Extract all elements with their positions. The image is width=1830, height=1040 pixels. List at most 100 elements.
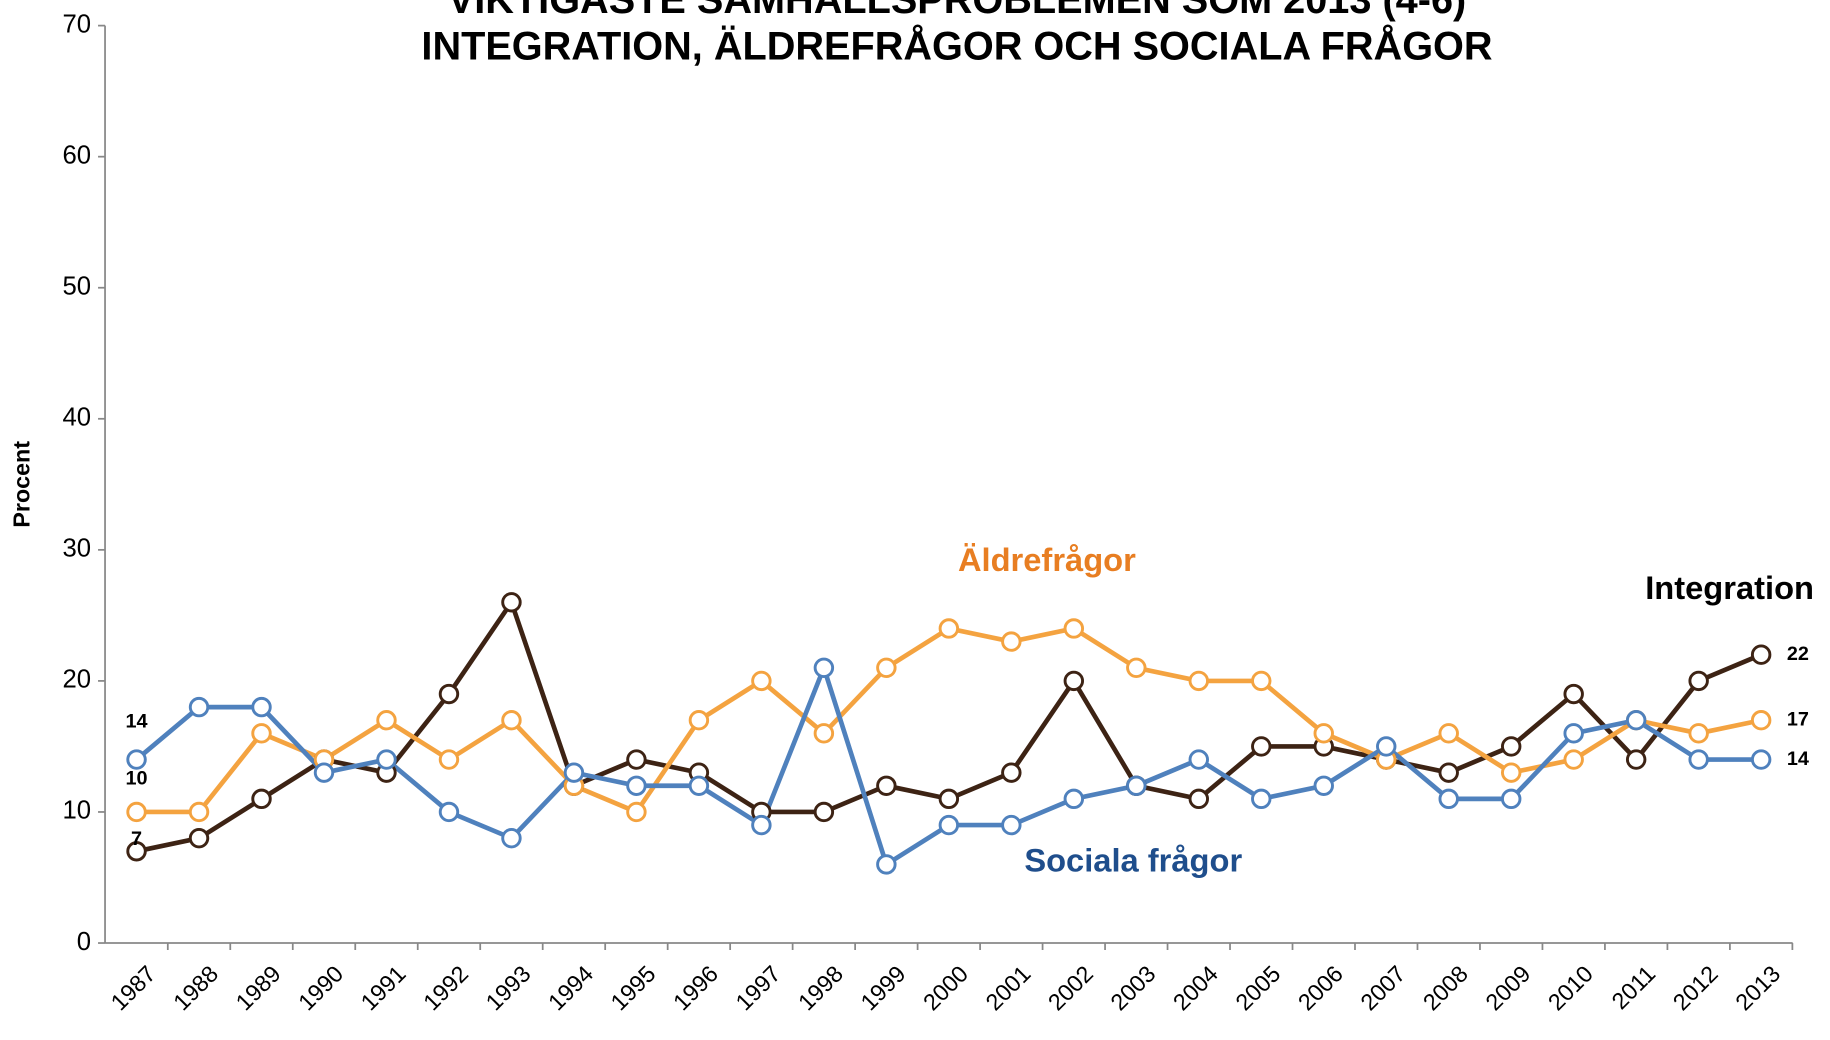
data-point bbox=[501, 827, 522, 849]
data-point bbox=[563, 762, 585, 783]
data-point bbox=[813, 723, 835, 744]
data-point bbox=[1251, 736, 1272, 757]
x-tick-label: 1989 bbox=[231, 960, 286, 1015]
data-point bbox=[1188, 788, 1209, 810]
x-tick-label: 1987 bbox=[106, 960, 161, 1015]
data-point bbox=[626, 775, 647, 796]
data-point bbox=[1063, 670, 1085, 692]
data-point bbox=[188, 827, 210, 849]
data-point bbox=[126, 801, 147, 823]
data-point bbox=[376, 749, 397, 770]
data-point bbox=[751, 670, 772, 692]
data-point bbox=[1001, 762, 1022, 783]
data-point bbox=[1688, 670, 1709, 692]
data-point bbox=[938, 618, 960, 639]
x-tick-label: 1988 bbox=[168, 960, 223, 1015]
data-point bbox=[438, 801, 460, 823]
data-point bbox=[1750, 644, 1772, 665]
x-tick-label: 2005 bbox=[1230, 960, 1285, 1015]
data-point bbox=[1563, 723, 1584, 744]
y-axis-label: Procent bbox=[8, 441, 34, 528]
data-point bbox=[1188, 749, 1209, 770]
data-point bbox=[251, 723, 272, 744]
data-point bbox=[126, 841, 147, 862]
x-tick-label: 1996 bbox=[668, 960, 723, 1015]
x-tick-label: 2009 bbox=[1480, 960, 1535, 1015]
x-tick-label: 1999 bbox=[855, 960, 910, 1015]
data-point bbox=[1500, 762, 1522, 783]
legend-label: Äldrefrågor bbox=[958, 541, 1136, 578]
x-tick-label: 1997 bbox=[731, 960, 786, 1015]
data-point bbox=[1688, 749, 1709, 770]
x-tick-label: 2001 bbox=[980, 960, 1035, 1015]
data-point bbox=[1063, 788, 1085, 810]
data-point bbox=[813, 657, 835, 678]
y-tick-label: 60 bbox=[62, 141, 91, 169]
data-point bbox=[1438, 788, 1459, 810]
data-point bbox=[501, 710, 522, 731]
data-point bbox=[1625, 710, 1647, 731]
data-point bbox=[376, 710, 397, 731]
data-point bbox=[1126, 775, 1147, 796]
x-tick-label: 1994 bbox=[543, 960, 598, 1015]
x-tick-label: 2000 bbox=[918, 960, 973, 1015]
data-point bbox=[938, 814, 960, 836]
data-point bbox=[1500, 736, 1522, 757]
data-point bbox=[438, 683, 460, 705]
data-point bbox=[313, 762, 335, 783]
x-tick-label: 2008 bbox=[1418, 960, 1473, 1015]
y-tick-label: 50 bbox=[62, 273, 91, 301]
x-tick-label: 2003 bbox=[1105, 960, 1160, 1015]
data-point bbox=[938, 788, 960, 810]
data-point bbox=[501, 592, 522, 613]
x-tick-label: 2007 bbox=[1355, 960, 1410, 1015]
data-point bbox=[626, 801, 647, 823]
data-point bbox=[813, 801, 835, 823]
data-point bbox=[1126, 657, 1147, 678]
x-tick-label: 2013 bbox=[1730, 960, 1785, 1015]
data-point bbox=[251, 696, 272, 718]
y-tick-label: 30 bbox=[62, 535, 91, 563]
data-label: 14 bbox=[1787, 748, 1809, 770]
data-point bbox=[1438, 762, 1459, 783]
data-point bbox=[438, 749, 460, 770]
data-point bbox=[1251, 670, 1272, 692]
data-label: 7 bbox=[131, 828, 142, 850]
legend-label: Integration bbox=[1645, 569, 1814, 606]
data-point bbox=[251, 788, 272, 810]
x-tick-label: 2010 bbox=[1543, 960, 1598, 1015]
y-tick-label: 10 bbox=[62, 797, 91, 825]
data-point bbox=[1001, 814, 1022, 836]
data-point bbox=[188, 696, 210, 718]
data-point bbox=[1688, 723, 1709, 744]
data-point bbox=[188, 801, 210, 823]
data-point bbox=[876, 775, 897, 796]
data-point bbox=[1251, 788, 1272, 810]
data-point bbox=[688, 775, 710, 796]
x-tick-label: 1991 bbox=[356, 960, 411, 1015]
data-point bbox=[1750, 749, 1772, 770]
data-point bbox=[876, 854, 897, 875]
data-point bbox=[1563, 749, 1584, 770]
legend-label: Sociala frågor bbox=[1024, 841, 1242, 878]
data-point bbox=[1313, 723, 1334, 744]
data-label: 17 bbox=[1787, 708, 1809, 730]
data-point bbox=[1001, 631, 1022, 652]
data-label: 10 bbox=[126, 768, 148, 790]
chart-subtitle: INTEGRATION, ÄLDREFRÅGOR OCH SOCIALA FRÅ… bbox=[421, 24, 1492, 68]
x-tick-label: 1995 bbox=[606, 960, 661, 1015]
x-tick-label: 2012 bbox=[1668, 960, 1723, 1015]
x-tick-label: 1990 bbox=[293, 960, 348, 1015]
y-tick-label: 20 bbox=[62, 666, 91, 694]
data-point bbox=[751, 814, 772, 836]
data-point bbox=[1563, 683, 1584, 705]
x-tick-label: 2004 bbox=[1168, 960, 1223, 1015]
data-point bbox=[1750, 710, 1772, 731]
data-point bbox=[1625, 749, 1647, 770]
x-tick-label: 1993 bbox=[481, 960, 536, 1015]
y-tick-label: 40 bbox=[62, 404, 91, 432]
y-tick-label: 70 bbox=[62, 10, 91, 38]
x-tick-label: 1992 bbox=[418, 960, 473, 1015]
data-point bbox=[1376, 736, 1397, 757]
